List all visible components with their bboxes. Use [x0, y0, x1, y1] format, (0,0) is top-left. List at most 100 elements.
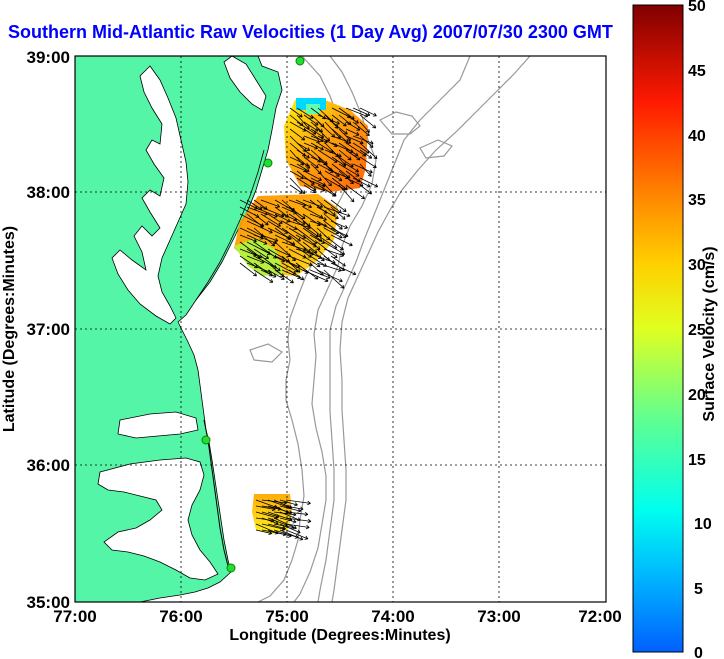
velocity-arrow [345, 128, 360, 136]
velocity-arrow [281, 227, 301, 242]
velocity-arrow [285, 523, 310, 530]
velocity-arrow [352, 135, 374, 145]
velocity-arrow [285, 499, 311, 506]
velocity-arrow [302, 269, 329, 283]
colorbar-tick-label: 0 [694, 645, 703, 659]
colorbar [632, 4, 684, 653]
velocity-arrow [323, 206, 351, 218]
velocity-arrow [338, 163, 360, 177]
velocity-arrow [285, 529, 309, 540]
colorbar-tick-label: 35 [688, 192, 706, 209]
velocity-arrow [285, 505, 304, 511]
velocity-arrow [345, 107, 369, 118]
velocity-arrow [359, 177, 379, 188]
velocity-arrow [281, 262, 299, 273]
velocity-arrow [296, 149, 310, 159]
velocity-arrow [324, 170, 343, 182]
velocity-arrow [288, 269, 305, 281]
velocity-arrow [246, 220, 273, 234]
velocity-arrow [330, 199, 347, 212]
velocity-arrow [309, 213, 327, 221]
y-axis-ticks: 39:00 38:00 37:00 36:00 35:00 [27, 48, 70, 612]
velocity-arrow [359, 163, 372, 177]
velocity-arrow [296, 163, 310, 172]
velocity-arrow [279, 523, 301, 534]
velocity-arrow [331, 121, 348, 135]
velocity-arrow [267, 269, 285, 280]
map-title: Southern Mid-Atlantic Raw Velocities (1 … [8, 22, 613, 42]
plot-frame [74, 55, 607, 603]
velocity-arrow [303, 170, 322, 181]
colorbar-tick-label: 50 [688, 0, 706, 15]
x-tick-label: 75:00 [265, 607, 308, 626]
velocity-arrow [239, 234, 257, 243]
velocity-arrow [317, 128, 331, 142]
velocity-arrow [267, 523, 286, 531]
velocity-arrow [309, 234, 325, 244]
velocity-arrow [253, 227, 276, 247]
x-tick-label: 72:00 [578, 607, 621, 626]
velocity-arrow [359, 121, 370, 133]
velocity-arrow [246, 234, 268, 245]
x-tick-label: 77:00 [53, 607, 96, 626]
x-axis-label: Longitude (Degrees:Minutes) [229, 627, 450, 644]
y-tick-label: 38:00 [27, 183, 70, 202]
velocity-arrow [279, 529, 304, 541]
velocity-arrow [324, 184, 337, 197]
x-tick-label: 74:00 [371, 607, 414, 626]
velocity-arrow [323, 248, 345, 257]
velocity-arrow [352, 163, 373, 174]
velocity-arrow [331, 114, 347, 127]
y-tick-label: 35:00 [27, 593, 70, 612]
velocity-arrow [338, 184, 355, 203]
colorbar-tick-label: 30 [688, 257, 706, 274]
station-marker [226, 563, 236, 573]
velocity-arrow [267, 213, 283, 224]
velocity-arrow [352, 121, 370, 137]
velocity-arrow [345, 163, 359, 173]
velocity-arrow [323, 234, 344, 251]
velocity-arrow [359, 107, 377, 117]
velocity-arrow [302, 255, 321, 268]
velocity-arrow [352, 177, 371, 188]
y-axis-label: Latitude (Degrees:Minutes) [1, 226, 18, 432]
velocity-arrow [260, 199, 280, 208]
delaware-bay [223, 56, 267, 111]
velocity-arrow [239, 262, 257, 277]
velocity-arrow [309, 269, 331, 280]
velocity-arrow [323, 269, 345, 289]
velocity-arrow [317, 170, 332, 187]
velocity-arrow [316, 206, 339, 220]
velocity-arrow [345, 121, 361, 131]
velocity-arrow [303, 135, 320, 144]
velocity-arrow [274, 269, 294, 284]
albemarle-sound [117, 411, 199, 439]
velocity-arrow [303, 156, 319, 169]
velocity-arrow [253, 213, 269, 226]
radar-stations [201, 56, 305, 573]
velocity-arrow [331, 177, 348, 191]
velocity-arrow [253, 269, 274, 283]
colorbar-tick-label: 25 [688, 322, 706, 339]
velocity-arrow [330, 234, 353, 247]
station-marker [201, 435, 211, 445]
velocity-arrow [338, 149, 352, 161]
pamlico-sound [97, 457, 219, 581]
colorbar-tick-label: 20 [688, 387, 706, 404]
velocity-arrow [285, 511, 309, 517]
velocity-arrow [303, 121, 319, 132]
velocity-arrow [331, 135, 352, 145]
velocity-arrow [279, 499, 298, 507]
velocity-vectors [239, 107, 379, 541]
velocity-arrow [289, 128, 306, 141]
velocity-arrow [260, 234, 279, 242]
colorbar-tick-label: 15 [688, 452, 706, 469]
velocity-arrow [289, 170, 304, 180]
velocity-arrow [330, 262, 357, 276]
velocity-arrow [296, 156, 311, 169]
velocity-arrow [295, 227, 318, 244]
x-axis-ticks: 77:00 76:00 75:00 74:00 73:00 72:00 [53, 607, 621, 626]
velocity-arrow [279, 505, 302, 513]
velocity-arrow [359, 142, 378, 160]
